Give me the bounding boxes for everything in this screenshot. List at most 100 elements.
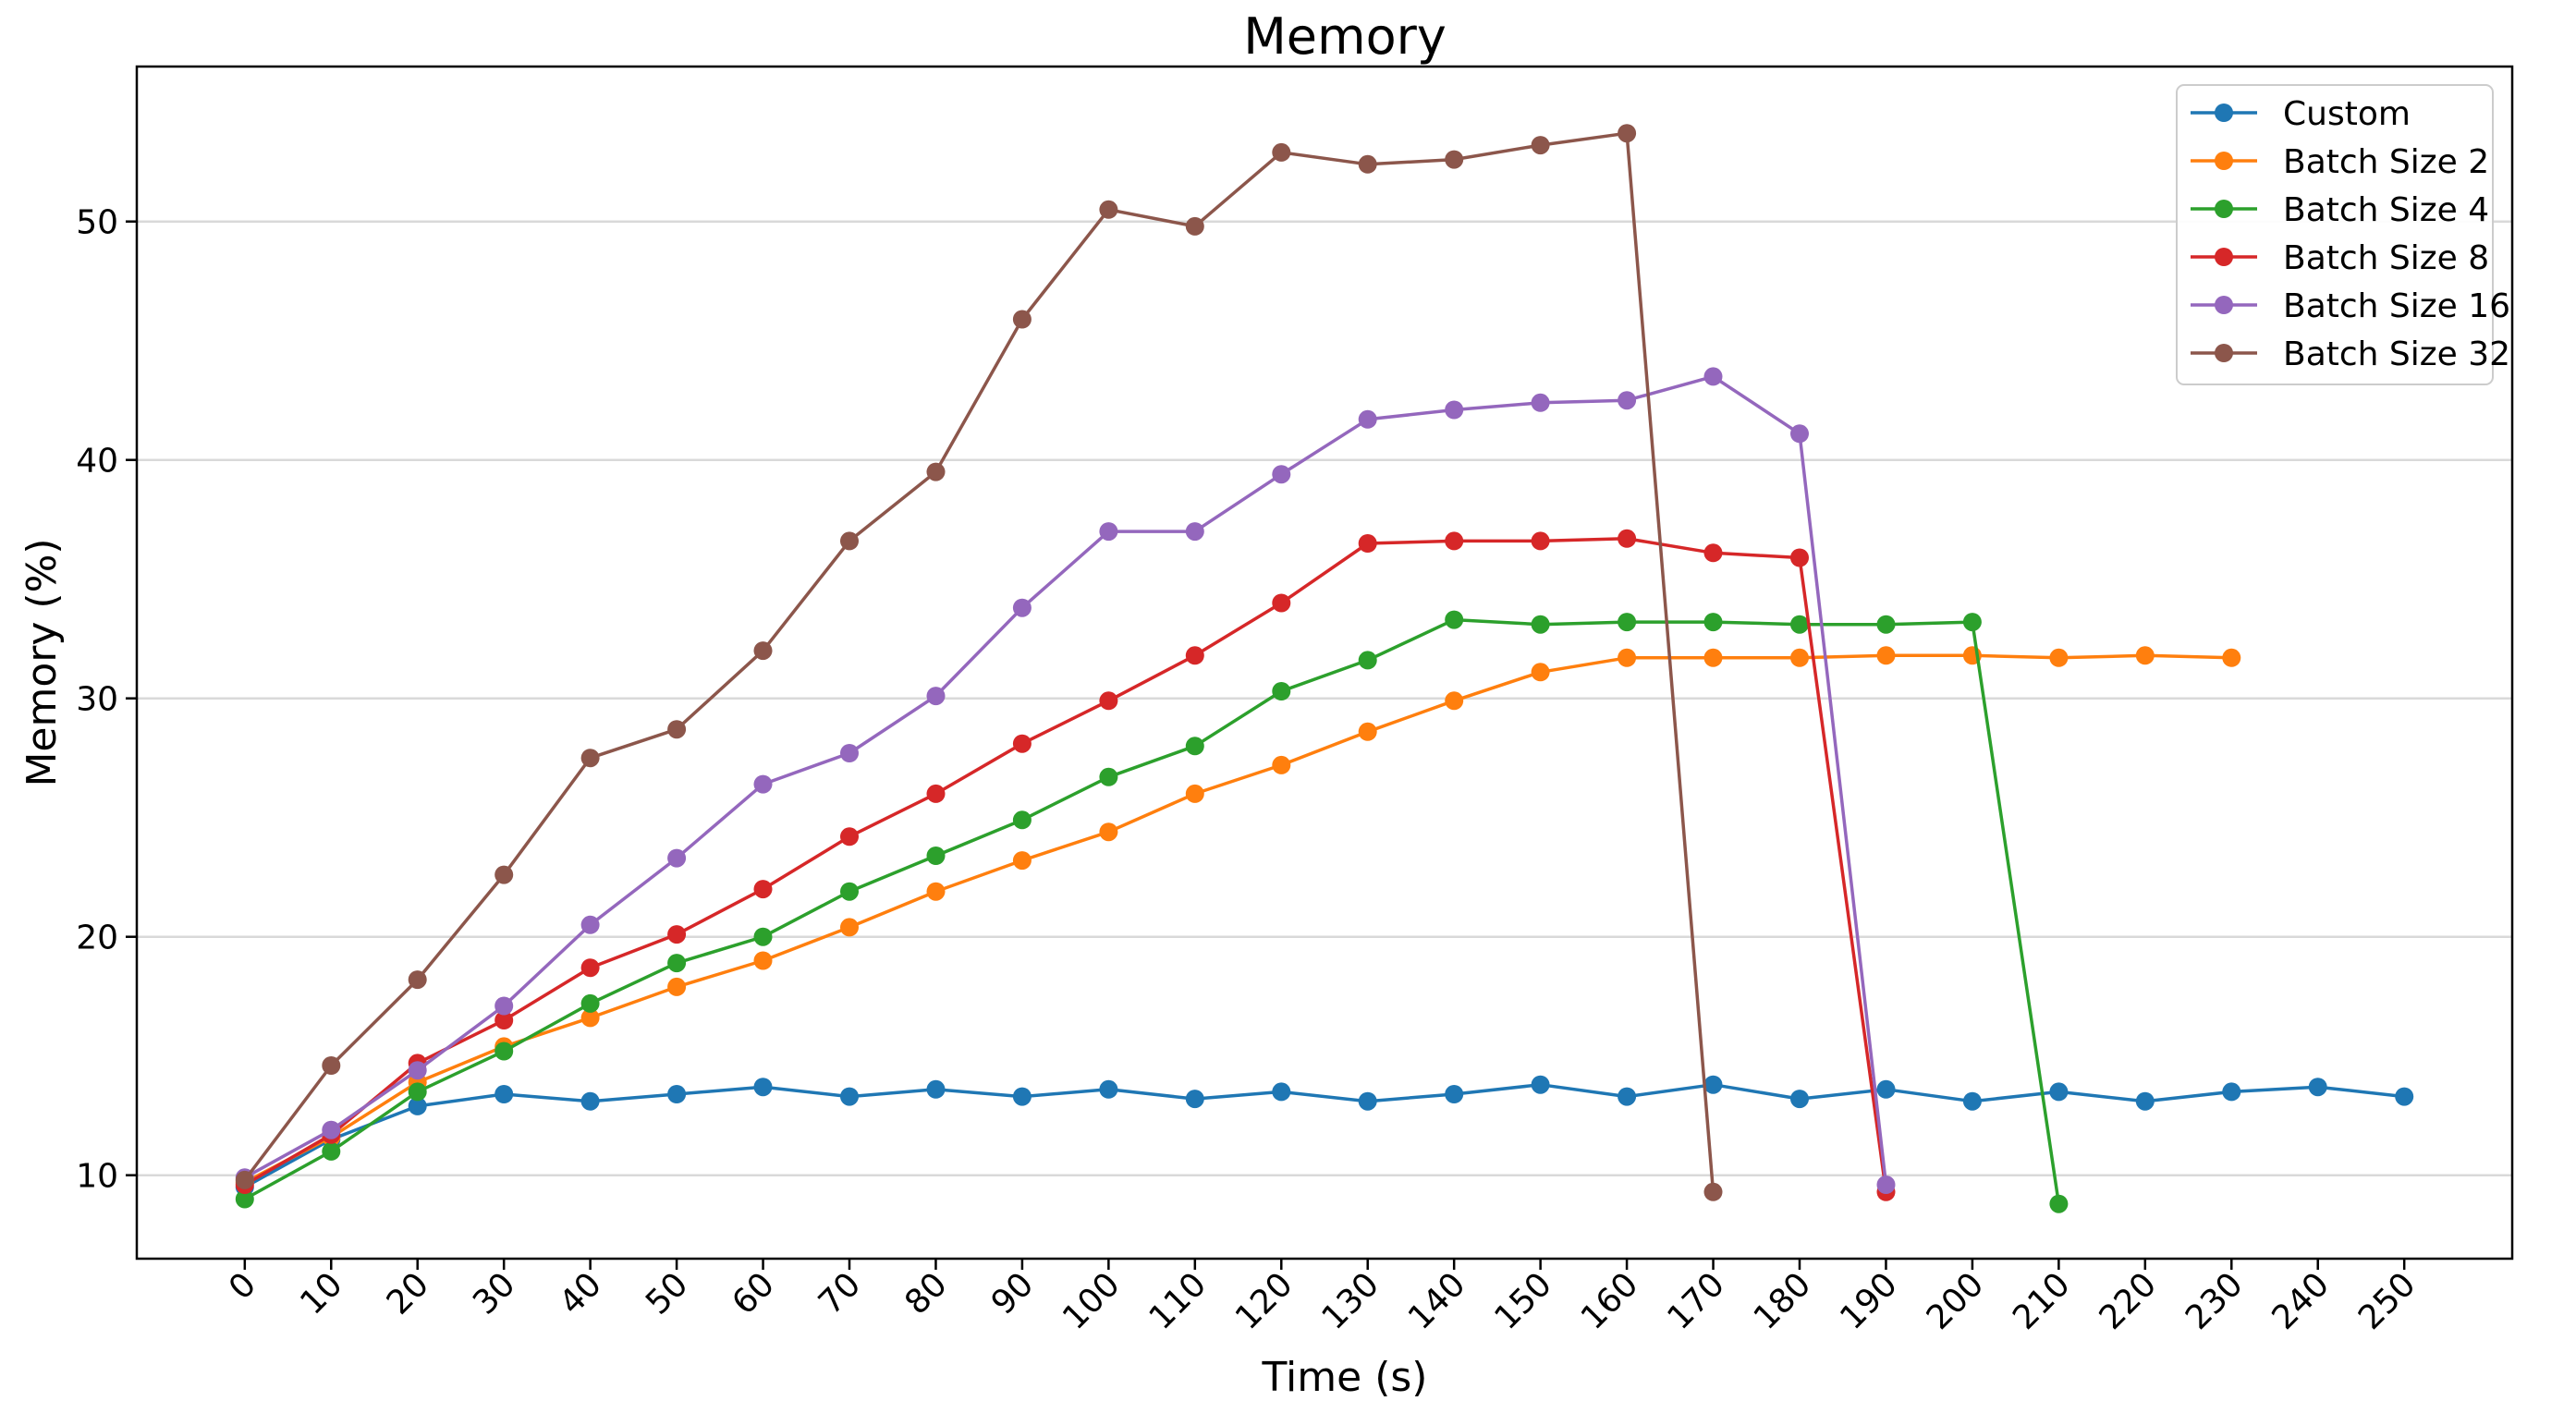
data-point-batch-size-16 — [322, 1120, 341, 1139]
data-point-batch-size-4 — [1185, 737, 1204, 756]
data-point-batch-size-32 — [1012, 310, 1032, 329]
y-tick-label: 20 — [76, 920, 118, 957]
data-point-batch-size-4 — [1618, 613, 1637, 632]
data-point-batch-size-32 — [1703, 1182, 1723, 1201]
data-point-batch-size-8 — [1012, 734, 1032, 753]
data-point-batch-size-2 — [1358, 722, 1377, 741]
data-point-batch-size-8 — [1272, 593, 1291, 613]
legend-marker — [2215, 344, 2233, 362]
data-point-batch-size-2 — [2135, 646, 2155, 665]
data-point-batch-size-4 — [667, 954, 687, 973]
data-point-batch-size-32 — [1445, 150, 1464, 169]
data-point-batch-size-16 — [840, 744, 859, 762]
data-point-batch-size-4 — [1962, 613, 1982, 632]
data-point-batch-size-8 — [1358, 534, 1377, 553]
y-tick-label: 50 — [76, 204, 118, 242]
data-point-custom — [2049, 1082, 2069, 1102]
data-point-batch-size-4 — [1445, 610, 1464, 629]
data-point-batch-size-2 — [1876, 646, 1896, 665]
data-point-batch-size-16 — [667, 848, 687, 868]
data-point-batch-size-4 — [1099, 767, 1118, 786]
series-layer — [235, 124, 2414, 1213]
data-point-batch-size-32 — [322, 1056, 341, 1075]
legend-marker — [2215, 248, 2233, 266]
data-point-custom — [1790, 1090, 1809, 1109]
data-point-batch-size-2 — [1185, 784, 1204, 803]
data-point-batch-size-4 — [1790, 615, 1809, 634]
legend-label: Batch Size 16 — [2283, 287, 2510, 325]
data-point-custom — [2135, 1091, 2155, 1111]
data-point-batch-size-2 — [1012, 851, 1032, 871]
legend-item-batch-size-32: Batch Size 32 — [2191, 335, 2510, 373]
y-tick-label: 10 — [76, 1158, 118, 1196]
data-point-batch-size-32 — [1531, 136, 1550, 155]
series-batch-size-32 — [235, 124, 1723, 1201]
data-point-batch-size-16 — [1876, 1175, 1896, 1194]
data-point-batch-size-32 — [494, 865, 514, 884]
data-point-batch-size-4 — [926, 847, 946, 865]
data-point-batch-size-16 — [1790, 424, 1809, 444]
data-point-batch-size-4 — [753, 927, 773, 946]
x-axis-label: Time (s) — [1262, 1354, 1428, 1401]
data-point-batch-size-8 — [1618, 529, 1637, 548]
data-point-batch-size-8 — [667, 925, 687, 944]
legend-label: Custom — [2283, 95, 2411, 133]
data-point-batch-size-16 — [1358, 409, 1377, 429]
data-point-batch-size-2 — [667, 977, 687, 996]
data-point-batch-size-32 — [753, 641, 773, 661]
data-point-custom — [840, 1087, 859, 1106]
data-point-batch-size-8 — [1099, 691, 1118, 711]
data-point-batch-size-4 — [580, 993, 600, 1013]
chart-title: Memory — [1243, 7, 1447, 66]
data-point-batch-size-2 — [2222, 648, 2241, 667]
data-point-batch-size-32 — [1358, 154, 1377, 174]
data-point-batch-size-8 — [1185, 646, 1204, 665]
data-point-batch-size-16 — [1618, 391, 1637, 410]
y-tick-label: 30 — [76, 681, 118, 719]
series-line-batch-size-16 — [243, 374, 1888, 1186]
legend: Custom Batch Size 2 Batch Size 4 Batch Size… — [2176, 84, 2510, 385]
data-point-custom — [2222, 1082, 2241, 1102]
data-point-batch-size-4 — [235, 1189, 254, 1209]
data-point-custom — [1099, 1079, 1118, 1099]
legend-item-batch-size-2: Batch Size 2 — [2191, 143, 2489, 181]
data-point-batch-size-4 — [840, 882, 859, 901]
legend-item-batch-size-16: Batch Size 16 — [2191, 287, 2510, 325]
legend-entries: Custom Batch Size 2 Batch Size 4 Batch Size… — [2191, 95, 2510, 373]
legend-item-custom: Custom — [2191, 95, 2411, 133]
y-axis-label: Memory (%) — [18, 538, 66, 786]
legend-label: Batch Size 8 — [2283, 239, 2489, 277]
data-point-custom — [2395, 1087, 2414, 1106]
series-batch-size-16 — [235, 367, 1896, 1194]
data-point-batch-size-2 — [1790, 648, 1809, 667]
data-point-batch-size-2 — [1531, 663, 1550, 682]
legend-label: Batch Size 2 — [2283, 143, 2489, 181]
data-point-custom — [1618, 1087, 1637, 1106]
data-point-batch-size-32 — [840, 531, 859, 551]
data-point-batch-size-2 — [1272, 755, 1291, 774]
data-point-batch-size-8 — [840, 827, 859, 847]
data-point-custom — [1272, 1082, 1291, 1102]
data-point-batch-size-2 — [1703, 648, 1723, 667]
data-point-batch-size-4 — [1876, 615, 1896, 634]
data-point-batch-size-16 — [1703, 367, 1723, 386]
data-point-batch-size-8 — [926, 784, 946, 803]
data-point-batch-size-16 — [1272, 465, 1291, 484]
data-point-batch-size-2 — [1099, 822, 1118, 842]
data-point-batch-size-16 — [1012, 598, 1032, 617]
data-point-batch-size-4 — [322, 1141, 341, 1161]
data-point-batch-size-8 — [494, 1011, 514, 1029]
series-line-batch-size-4 — [243, 617, 2061, 1204]
series-batch-size-4 — [235, 610, 2069, 1213]
data-point-batch-size-16 — [1099, 522, 1118, 542]
data-point-batch-size-2 — [753, 951, 773, 970]
data-point-batch-size-8 — [1703, 543, 1723, 563]
data-point-batch-size-32 — [1618, 124, 1637, 143]
data-point-batch-size-16 — [1445, 400, 1464, 420]
data-point-batch-size-4 — [1012, 810, 1032, 830]
data-point-batch-size-8 — [1790, 548, 1809, 567]
data-point-batch-size-2 — [926, 882, 946, 901]
legend-marker — [2215, 152, 2233, 170]
